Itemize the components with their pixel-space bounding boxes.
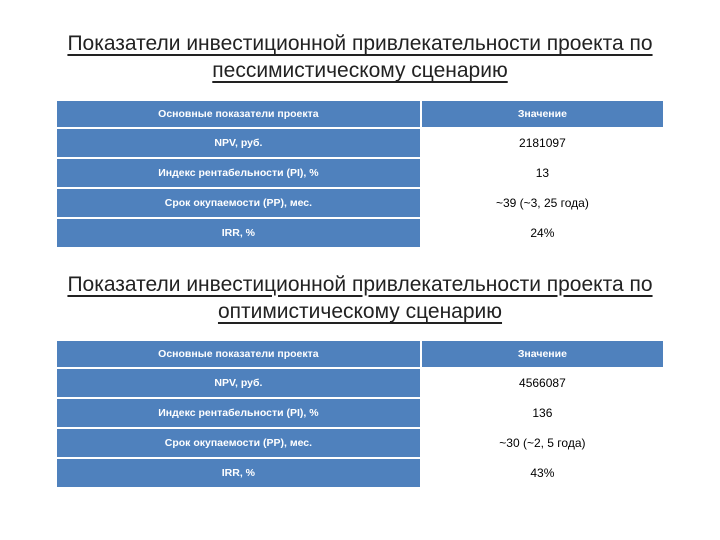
section-title-pessimistic: Показатели инвестиционной привлекательно… xyxy=(30,30,690,85)
row-value: 13 xyxy=(421,158,664,188)
row-label: Индекс рентабельности (PI), % xyxy=(56,158,421,188)
table-optimistic: Основные показатели проекта Значение NPV… xyxy=(55,339,665,489)
table-row: IRR, % 43% xyxy=(56,458,664,488)
row-label: Срок окупаемости (РР), мес. xyxy=(56,188,421,218)
row-value: 136 xyxy=(421,398,664,428)
row-label: IRR, % xyxy=(56,218,421,248)
row-value: 43% xyxy=(421,458,664,488)
table-row: IRR, % 24% xyxy=(56,218,664,248)
table-row: Индекс рентабельности (PI), % 136 xyxy=(56,398,664,428)
row-label: NPV, руб. xyxy=(56,368,421,398)
table-header-row: Основные показатели проекта Значение xyxy=(56,340,664,368)
header-indicator: Основные показатели проекта xyxy=(56,100,421,128)
table-row: Срок окупаемости (РР), мес. ~39 (~3, 25 … xyxy=(56,188,664,218)
header-indicator: Основные показатели проекта xyxy=(56,340,421,368)
table-pessimistic: Основные показатели проекта Значение NPV… xyxy=(55,99,665,249)
header-value: Значение xyxy=(421,340,664,368)
table-row: Индекс рентабельности (PI), % 13 xyxy=(56,158,664,188)
section-title-optimistic: Показатели инвестиционной привлекательно… xyxy=(30,271,690,326)
row-label: NPV, руб. xyxy=(56,128,421,158)
table-row: Срок окупаемости (РР), мес. ~30 (~2, 5 г… xyxy=(56,428,664,458)
table-header-row: Основные показатели проекта Значение xyxy=(56,100,664,128)
header-value: Значение xyxy=(421,100,664,128)
row-value: 24% xyxy=(421,218,664,248)
row-value: ~30 (~2, 5 года) xyxy=(421,428,664,458)
row-value: ~39 (~3, 25 года) xyxy=(421,188,664,218)
row-label: Срок окупаемости (РР), мес. xyxy=(56,428,421,458)
row-value: 2181097 xyxy=(421,128,664,158)
row-label: IRR, % xyxy=(56,458,421,488)
row-label: Индекс рентабельности (PI), % xyxy=(56,398,421,428)
table-row: NPV, руб. 4566087 xyxy=(56,368,664,398)
table-row: NPV, руб. 2181097 xyxy=(56,128,664,158)
row-value: 4566087 xyxy=(421,368,664,398)
